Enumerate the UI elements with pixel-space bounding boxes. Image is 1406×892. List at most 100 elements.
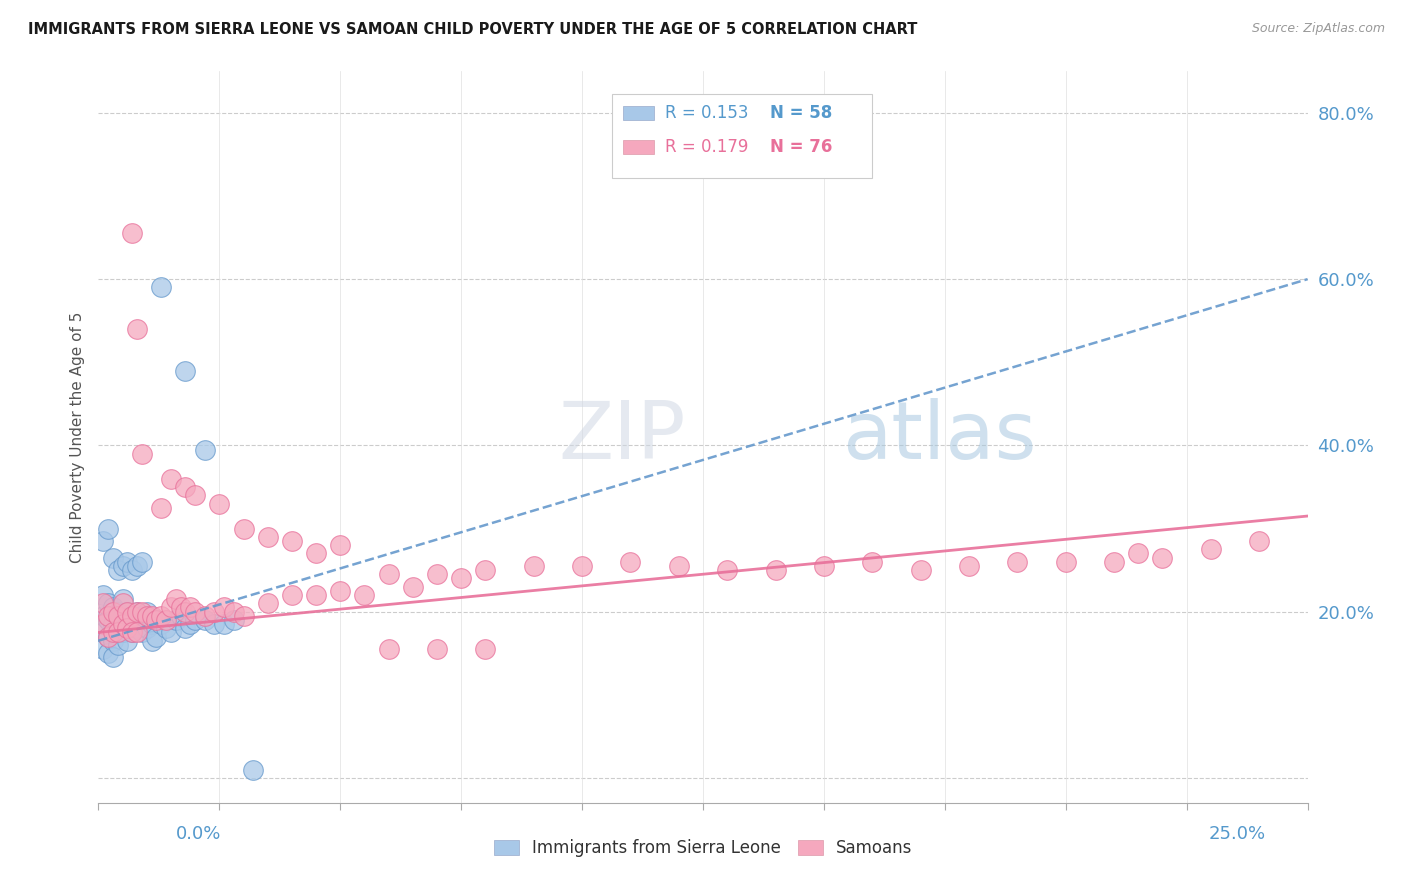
Point: [101, 633, 124, 648]
Point: [329, 583, 352, 598]
Text: 0.0%: 0.0%: [176, 825, 221, 843]
Text: IMMIGRANTS FROM SIERRA LEONE VS SAMOAN CHILD POVERTY UNDER THE AGE OF 5 CORRELAT: IMMIGRANTS FROM SIERRA LEONE VS SAMOAN C…: [28, 22, 918, 37]
Point: [97, 630, 120, 644]
Point: [194, 613, 217, 627]
Point: [474, 563, 496, 577]
Point: [169, 608, 191, 623]
Point: [101, 605, 124, 619]
Point: [1102, 555, 1125, 569]
Point: [117, 633, 139, 648]
Point: [145, 613, 167, 627]
Point: [150, 280, 173, 294]
Point: [131, 608, 153, 623]
Point: [127, 558, 149, 573]
Point: [474, 642, 496, 657]
Point: [107, 621, 129, 635]
Point: [174, 480, 197, 494]
Point: [222, 605, 245, 619]
Point: [117, 617, 139, 632]
Point: [131, 625, 153, 640]
Point: [160, 472, 183, 486]
Point: [91, 625, 114, 640]
Point: [127, 621, 149, 635]
Point: [208, 497, 231, 511]
Point: [1128, 546, 1150, 560]
Point: [1054, 555, 1077, 569]
Point: [305, 546, 328, 560]
Point: [281, 588, 304, 602]
Point: [121, 227, 143, 241]
Point: [101, 625, 124, 640]
Point: [127, 625, 149, 640]
Point: [141, 608, 163, 623]
Point: [111, 558, 134, 573]
Point: [107, 608, 129, 623]
Point: [222, 613, 245, 627]
Point: [131, 447, 153, 461]
Point: [117, 555, 139, 569]
Point: [101, 617, 124, 632]
Point: [91, 608, 114, 623]
Point: [256, 596, 278, 610]
Point: [860, 555, 883, 569]
Point: [117, 605, 139, 619]
Point: [377, 642, 399, 657]
Point: [101, 650, 124, 665]
Text: N = 76: N = 76: [770, 138, 832, 156]
Point: [91, 596, 114, 610]
Point: [232, 608, 254, 623]
Point: [450, 571, 472, 585]
Point: [121, 625, 143, 640]
Point: [101, 550, 124, 565]
Point: [281, 533, 304, 548]
Point: [1152, 550, 1174, 565]
Point: [111, 592, 134, 607]
Point: [184, 613, 207, 627]
Point: [131, 555, 153, 569]
Point: [160, 625, 183, 640]
Point: [242, 763, 264, 777]
Point: [1199, 542, 1222, 557]
Point: [121, 563, 143, 577]
Legend: Immigrants from Sierra Leone, Samoans: Immigrants from Sierra Leone, Samoans: [486, 832, 920, 864]
Point: [150, 617, 173, 632]
Point: [813, 558, 835, 573]
Point: [184, 605, 207, 619]
Point: [256, 530, 278, 544]
Point: [426, 642, 449, 657]
Point: [155, 621, 177, 635]
Point: [204, 617, 226, 632]
Point: [402, 580, 425, 594]
Point: [121, 608, 143, 623]
Point: [91, 588, 114, 602]
Point: [150, 500, 173, 515]
Point: [150, 608, 173, 623]
Point: [910, 563, 932, 577]
Point: [204, 605, 226, 619]
Point: [91, 617, 114, 632]
Point: [426, 567, 449, 582]
Point: [174, 605, 197, 619]
Point: [619, 555, 641, 569]
Point: [121, 608, 143, 623]
Point: [523, 558, 546, 573]
Text: ZIP: ZIP: [558, 398, 685, 476]
Point: [165, 613, 187, 627]
Point: [131, 605, 153, 619]
Point: [97, 521, 120, 535]
Point: [1249, 533, 1271, 548]
Point: [97, 630, 120, 644]
Point: [117, 621, 139, 635]
Text: Source: ZipAtlas.com: Source: ZipAtlas.com: [1251, 22, 1385, 36]
Point: [97, 596, 120, 610]
Point: [111, 596, 134, 610]
Point: [377, 567, 399, 582]
Point: [127, 605, 149, 619]
Point: [135, 608, 157, 623]
Point: [91, 533, 114, 548]
Text: atlas: atlas: [842, 398, 1036, 476]
Point: [155, 613, 177, 627]
Point: [111, 608, 134, 623]
Text: 25.0%: 25.0%: [1208, 825, 1265, 843]
Point: [179, 600, 201, 615]
